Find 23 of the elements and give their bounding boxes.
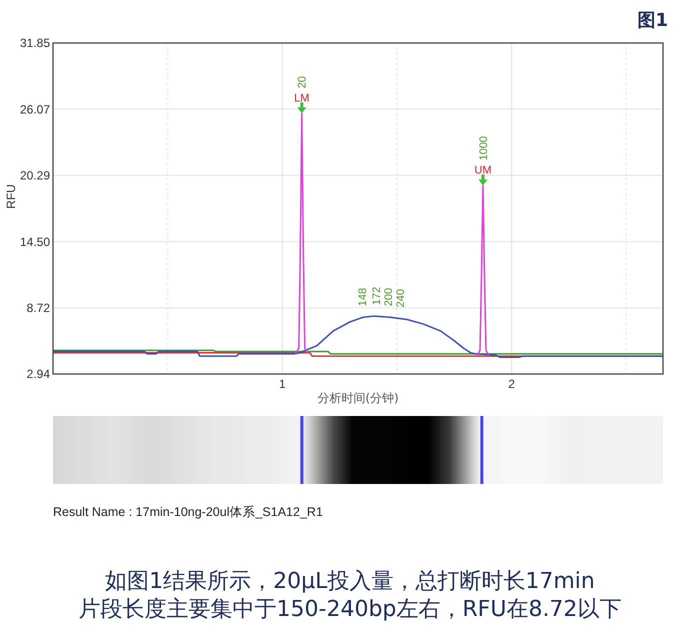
annotation: 172 bbox=[371, 286, 384, 306]
annotation: LM bbox=[294, 92, 310, 104]
y-tick-label: 26.07 bbox=[20, 102, 50, 116]
y-tick-label: 20.29 bbox=[20, 168, 50, 183]
y-axis-title: RFU bbox=[4, 184, 18, 209]
text: Result Name : 17min-10ng-20ul体系_S1A12_R1 bbox=[53, 505, 323, 519]
y-tick-label: 14.50 bbox=[20, 234, 50, 249]
y-tick-label: 8.72 bbox=[26, 301, 50, 316]
x-tick-label: 1 bbox=[278, 377, 286, 391]
y-tick-label: 2.94 bbox=[26, 367, 50, 382]
x-axis-title: 分析时间(分钟) bbox=[317, 391, 399, 405]
annotation: UM bbox=[474, 164, 492, 177]
annotation: 200 bbox=[383, 288, 396, 306]
x-tick-label: 2 bbox=[508, 377, 516, 391]
chart-title: 图1 bbox=[637, 10, 668, 31]
y-tick-label: 31.85 bbox=[20, 36, 50, 50]
annotation: 20 bbox=[296, 76, 309, 88]
annotation: 240 bbox=[395, 288, 408, 308]
text: 片段长度主要集中于150-240bp左右，RFU在8.72以下 bbox=[78, 597, 622, 622]
annotation: 1000 bbox=[478, 136, 490, 161]
annotation: 148 bbox=[356, 288, 369, 306]
line-series bbox=[53, 315, 663, 358]
text: 如图1结果所示，20μL投入量，总打断时长17min bbox=[105, 569, 595, 594]
